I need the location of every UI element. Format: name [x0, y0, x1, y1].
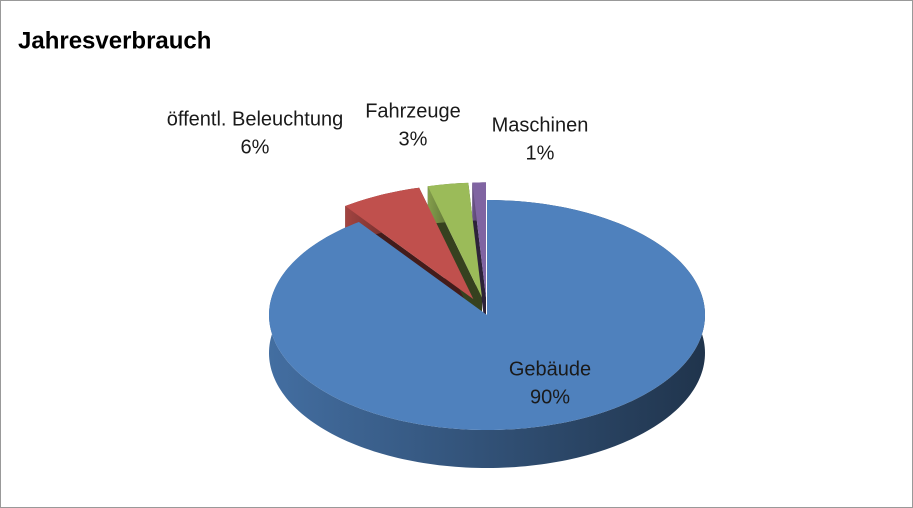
- slice-label: Gebäude: [509, 358, 591, 380]
- slice-value-label: 1%: [526, 142, 555, 164]
- slice-top: [427, 182, 482, 298]
- slice-value-label: 6%: [241, 136, 270, 158]
- slice-top: [345, 187, 474, 300]
- slice-label: öffentl. Beleuchtung: [167, 108, 343, 130]
- slice-side: [427, 186, 482, 336]
- slice-top: [269, 200, 705, 430]
- slice-label: Maschinen: [492, 114, 589, 136]
- labels: Gebäude 90% öffentl. Beleuchtung 6% Fahrzeug…: [167, 100, 591, 408]
- tops: [269, 182, 705, 430]
- slice-value-label: 90%: [530, 386, 570, 408]
- chart-title: Jahresverbrauch: [18, 27, 211, 54]
- slice-side: [472, 182, 486, 336]
- slice-value-label: 3%: [399, 128, 428, 150]
- slice-label: Fahrzeuge: [365, 100, 461, 122]
- slice-top: [472, 182, 486, 298]
